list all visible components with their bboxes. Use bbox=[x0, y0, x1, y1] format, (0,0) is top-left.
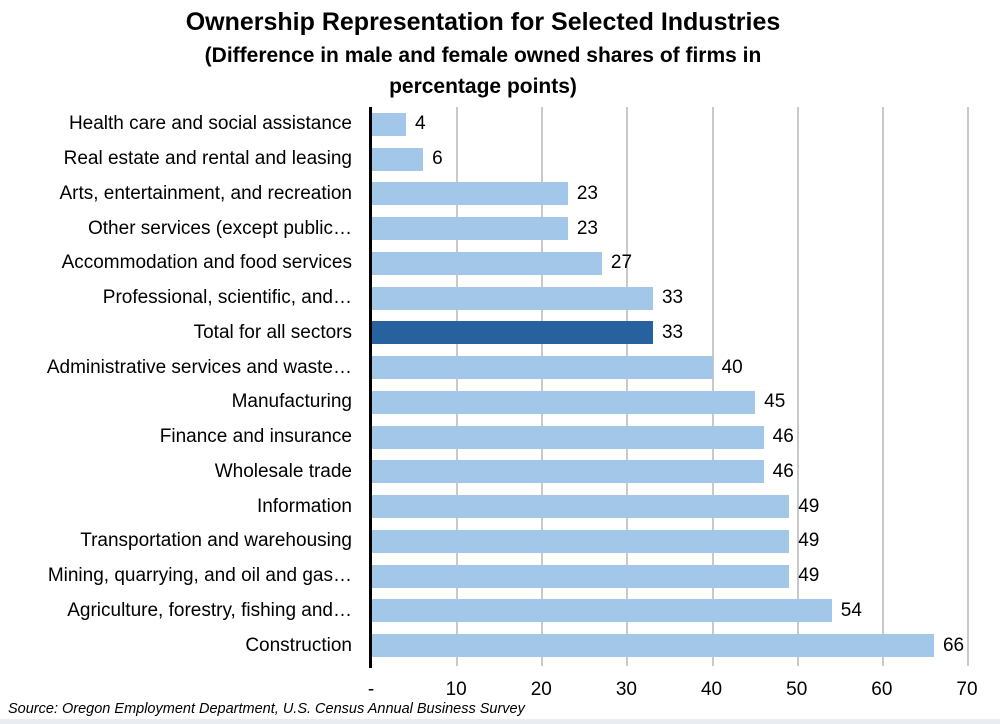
x-axis-labels: - 10 20 30 40 50 60 70 bbox=[367, 679, 978, 701]
category-label: Mining, quarrying, and oil and gas… bbox=[47, 565, 352, 587]
bar-value-label: 23 bbox=[576, 217, 598, 239]
category-label: Information bbox=[256, 495, 352, 517]
bar-value-label: 27 bbox=[610, 252, 633, 274]
category-label: Construction bbox=[245, 634, 352, 656]
category-label: Administrative services and waste… bbox=[46, 356, 352, 378]
chart-subtitle-line-1: (Difference in male and female owned sha… bbox=[204, 44, 762, 67]
bar-value-label: 33 bbox=[661, 321, 684, 343]
category-axis-labels: Health care and social assistance Real es… bbox=[0, 107, 360, 663]
bar-value-label: 4 bbox=[415, 113, 426, 135]
gridline bbox=[626, 107, 629, 666]
bar-value-label: 33 bbox=[661, 287, 684, 309]
category-label: Wholesale trade bbox=[214, 460, 352, 482]
category-label: Health care and social assistance bbox=[68, 113, 352, 135]
bar bbox=[372, 495, 790, 519]
bar-value-label: 46 bbox=[772, 426, 794, 448]
bar bbox=[372, 147, 424, 171]
x-tick-label: 40 bbox=[700, 679, 723, 700]
bar bbox=[372, 286, 653, 310]
bar bbox=[372, 217, 568, 241]
bar bbox=[372, 182, 568, 206]
category-label: Real estate and rental and leasing bbox=[63, 148, 352, 170]
bar bbox=[372, 390, 756, 414]
x-tick-label: - bbox=[367, 679, 375, 700]
x-tick-label: 70 bbox=[956, 679, 978, 700]
bar bbox=[372, 112, 407, 136]
category-label: Professional, scientific, and… bbox=[102, 287, 352, 309]
bar-value-label: 49 bbox=[798, 565, 820, 587]
chart-subtitle: (Difference in male and female owned sha… bbox=[0, 40, 966, 102]
category-label: Total for all sectors bbox=[193, 321, 352, 343]
x-tick-label: 50 bbox=[786, 679, 808, 700]
bar bbox=[372, 529, 790, 553]
gridline bbox=[967, 107, 969, 666]
bar bbox=[372, 599, 832, 623]
bar-value-label: 66 bbox=[942, 634, 965, 656]
category-label: Finance and insurance bbox=[159, 426, 352, 448]
x-tick-label: 60 bbox=[871, 679, 893, 700]
x-tick-label: 10 bbox=[445, 679, 467, 700]
plot-area: 4 6 23 23 27 33 33 40 45 46 46 49 49 49 54 66 bbox=[372, 107, 969, 666]
gridline bbox=[541, 107, 544, 666]
bar-value-label: 45 bbox=[764, 391, 786, 413]
x-tick-label: 20 bbox=[530, 679, 552, 700]
chart-title: Ownership Representation for Selected In… bbox=[185, 8, 781, 36]
category-label: Agriculture, forestry, fishing and… bbox=[67, 599, 352, 621]
bar-value-label: 6 bbox=[432, 148, 443, 170]
category-label: Other services (except public… bbox=[88, 217, 352, 239]
gridline bbox=[796, 107, 799, 666]
bar bbox=[372, 634, 934, 658]
bar bbox=[372, 251, 602, 275]
category-label: Transportation and warehousing bbox=[80, 530, 352, 552]
bar-value-label: 49 bbox=[798, 495, 820, 517]
bar bbox=[372, 460, 764, 484]
bar-value-label: 46 bbox=[772, 460, 794, 482]
chart-subtitle-line-2: percentage points) bbox=[389, 75, 577, 98]
bar-value-label: 49 bbox=[798, 530, 820, 552]
y-axis-line bbox=[369, 107, 372, 668]
category-label: Manufacturing bbox=[231, 391, 352, 413]
gridline bbox=[456, 107, 459, 666]
category-label: Accommodation and food services bbox=[61, 252, 352, 274]
x-tick-label: 30 bbox=[615, 679, 637, 700]
bar bbox=[372, 564, 790, 588]
source-note: Source: Oregon Employment Department, U.… bbox=[8, 701, 525, 717]
bar-value-label: 23 bbox=[576, 182, 598, 204]
gridline bbox=[711, 107, 714, 666]
bottom-edge-strip bbox=[0, 719, 1000, 724]
bar bbox=[372, 321, 653, 345]
category-label: Arts, entertainment, and recreation bbox=[59, 182, 352, 204]
bar-value-label: 54 bbox=[840, 599, 862, 621]
bar-value-label: 40 bbox=[721, 356, 743, 378]
gridline bbox=[881, 107, 884, 666]
bar bbox=[372, 356, 713, 380]
bar bbox=[372, 425, 764, 449]
